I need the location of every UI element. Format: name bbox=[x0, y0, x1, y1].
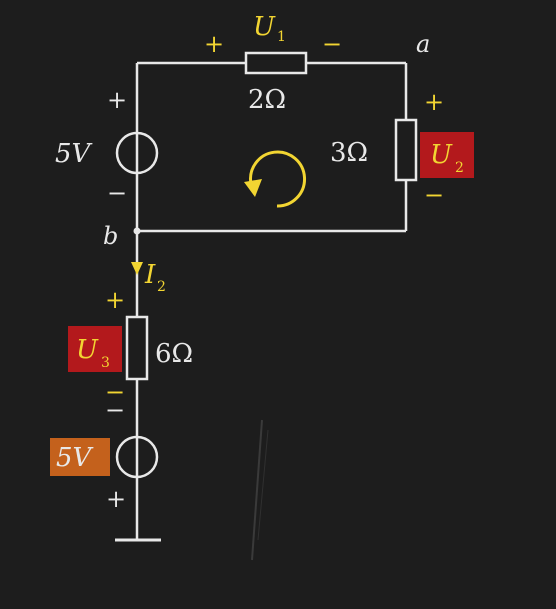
source-top-plus-sign: + bbox=[107, 86, 127, 114]
u2-subscript: 2 bbox=[455, 160, 464, 176]
source-bottom-voltage-label: 5V bbox=[56, 443, 94, 473]
current-i2-arrow-icon bbox=[131, 262, 143, 275]
loop-arrowhead bbox=[244, 179, 262, 197]
chalk-smudge bbox=[251, 419, 263, 561]
current-i2-label: I bbox=[144, 260, 156, 290]
resistor-6ohm bbox=[125, 315, 149, 381]
node-b-label: b bbox=[103, 222, 118, 250]
resistor-3ohm bbox=[394, 118, 418, 182]
u1-label: U bbox=[253, 12, 276, 42]
resistor-2ohm-label: 2Ω bbox=[248, 85, 286, 115]
current-i2-subscript: 2 bbox=[157, 279, 166, 295]
u3-label: U bbox=[76, 335, 99, 365]
u3-subscript: 3 bbox=[101, 355, 110, 371]
resistor-3ohm-label: 3Ω bbox=[330, 138, 368, 168]
node-b-dot bbox=[133, 227, 141, 235]
u2-minus-sign: − bbox=[424, 181, 444, 209]
resistor-6ohm-label: 6Ω bbox=[155, 339, 193, 369]
u1-subscript: 1 bbox=[277, 29, 286, 45]
source-bottom-plus-sign: + bbox=[106, 485, 126, 513]
u1-minus-sign: − bbox=[322, 30, 342, 58]
u2-plus-sign: + bbox=[424, 88, 444, 116]
u3-minus-sign: − bbox=[105, 378, 125, 406]
node-a-label: a bbox=[416, 30, 430, 58]
u2-label: U bbox=[430, 140, 453, 170]
source-bottom-minus-sign: − bbox=[105, 396, 125, 424]
chalk-smudge-2 bbox=[257, 429, 269, 541]
loop-direction-arrow bbox=[244, 150, 307, 208]
u3-plus-sign: + bbox=[105, 286, 125, 314]
u3-highlight-box bbox=[68, 326, 122, 372]
source-top-minus-sign: − bbox=[107, 179, 127, 207]
source-bottom-highlight-box bbox=[50, 438, 110, 476]
loop-arc bbox=[249, 150, 307, 208]
voltage-source-top bbox=[115, 131, 159, 175]
u2-highlight-box bbox=[420, 132, 474, 178]
voltage-source-bottom bbox=[115, 435, 159, 479]
source-top-voltage-label: 5V bbox=[55, 139, 93, 169]
resistor-2ohm bbox=[244, 51, 308, 75]
u1-plus-sign: + bbox=[204, 30, 224, 58]
